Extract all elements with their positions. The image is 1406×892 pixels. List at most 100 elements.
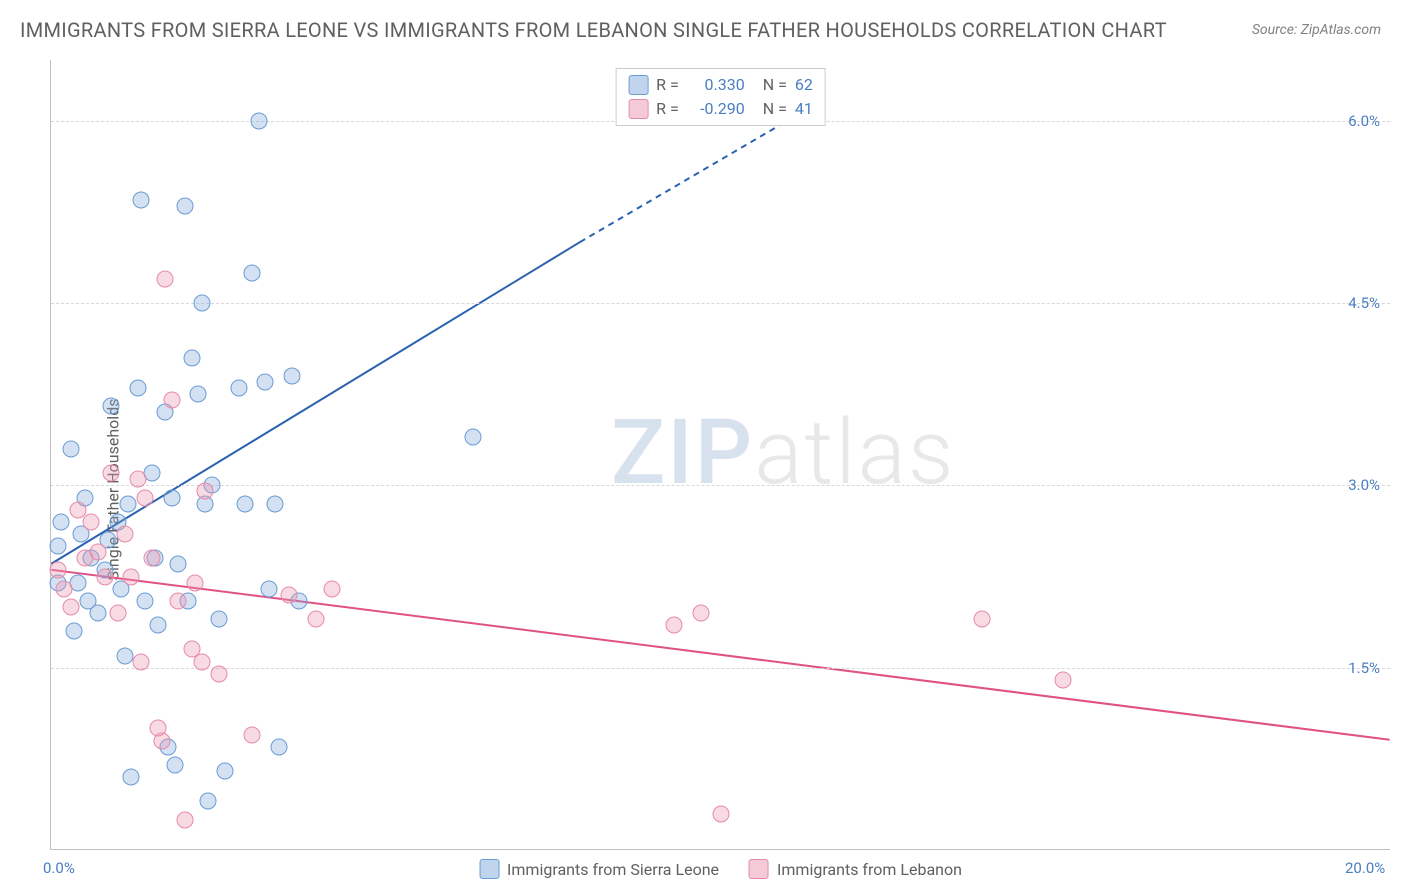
data-point	[153, 732, 170, 749]
data-point	[210, 665, 227, 682]
data-point	[692, 605, 709, 622]
data-point	[63, 440, 80, 457]
n-prefix: N =	[763, 97, 787, 121]
data-point	[197, 483, 214, 500]
series2-label: Immigrants from Lebanon	[777, 860, 962, 879]
data-point	[280, 586, 297, 603]
data-point	[163, 392, 180, 409]
data-point	[89, 544, 106, 561]
series2-swatch-icon	[749, 859, 769, 879]
series1-swatch-icon	[479, 859, 499, 879]
data-point	[120, 495, 137, 512]
data-point	[190, 386, 207, 403]
data-point	[89, 605, 106, 622]
data-point	[177, 197, 194, 214]
data-point	[133, 191, 150, 208]
data-point	[63, 598, 80, 615]
data-point	[49, 538, 66, 555]
chart-container: IMMIGRANTS FROM SIERRA LEONE VS IMMIGRAN…	[0, 0, 1406, 892]
data-point	[237, 495, 254, 512]
data-point	[136, 489, 153, 506]
data-point	[183, 349, 200, 366]
data-point	[217, 763, 234, 780]
r-prefix: R =	[656, 97, 679, 121]
data-point	[56, 580, 73, 597]
data-point	[284, 368, 301, 385]
data-point	[1054, 671, 1071, 688]
xtick-label: 20.0%	[1345, 859, 1385, 877]
data-point	[130, 380, 147, 397]
data-point	[230, 380, 247, 397]
data-point	[166, 756, 183, 773]
correlation-legend: R = 0.330 N = 62 R = -0.290 N = 41	[615, 68, 826, 126]
data-point	[156, 270, 173, 287]
r-prefix: R =	[656, 73, 679, 97]
data-point	[324, 580, 341, 597]
data-point	[244, 264, 261, 281]
data-point	[260, 580, 277, 597]
series1-n-value: 62	[795, 73, 813, 97]
series1-legend-item: Immigrants from Sierra Leone	[479, 859, 719, 879]
correlation-row-1: R = 0.330 N = 62	[628, 73, 813, 97]
data-point	[136, 592, 153, 609]
data-point	[200, 793, 217, 810]
data-point	[123, 568, 140, 585]
chart-title: IMMIGRANTS FROM SIERRA LEONE VS IMMIGRAN…	[20, 18, 1167, 42]
data-point	[49, 562, 66, 579]
ytick-label: 1.5%	[1348, 659, 1380, 677]
series1-r-value: 0.330	[687, 73, 745, 97]
source-attribution: Source: ZipAtlas.com	[1252, 22, 1381, 38]
plot-region: ZIPatlas R = 0.330 N = 62 R = -0.290 N =…	[50, 60, 1390, 850]
series2-legend-item: Immigrants from Lebanon	[749, 859, 962, 879]
data-point	[110, 605, 127, 622]
data-point	[270, 738, 287, 755]
data-point	[257, 374, 274, 391]
data-point	[103, 398, 120, 415]
ytick-label: 4.5%	[1348, 294, 1380, 312]
data-point	[83, 513, 100, 530]
watermark-atlas: atlas	[754, 400, 955, 505]
data-point	[244, 726, 261, 743]
data-point	[307, 611, 324, 628]
n-prefix: N =	[763, 73, 787, 97]
data-point	[193, 653, 210, 670]
data-point	[465, 428, 482, 445]
data-point	[666, 617, 683, 634]
data-point	[116, 647, 133, 664]
data-point	[130, 471, 147, 488]
data-point	[713, 805, 730, 822]
chart-area: Single Father Households ZIPatlas R = 0.…	[50, 60, 1390, 850]
correlation-row-2: R = -0.290 N = 41	[628, 97, 813, 121]
data-point	[193, 295, 210, 312]
ytick-label: 3.0%	[1348, 476, 1380, 494]
data-point	[163, 489, 180, 506]
data-point	[66, 623, 83, 640]
data-point	[177, 811, 194, 828]
series2-n-value: 41	[795, 97, 813, 121]
data-point	[116, 526, 133, 543]
watermark-zip: ZIP	[611, 400, 754, 505]
data-point	[53, 513, 70, 530]
series1-label: Immigrants from Sierra Leone	[507, 860, 719, 879]
data-point	[150, 617, 167, 634]
data-point	[187, 574, 204, 591]
data-point	[143, 550, 160, 567]
data-point	[267, 495, 284, 512]
gridline	[51, 668, 1390, 669]
data-point	[170, 556, 187, 573]
gridline	[51, 303, 1390, 304]
watermark: ZIPatlas	[611, 400, 956, 505]
xtick-label: 0.0%	[43, 859, 75, 877]
data-point	[123, 769, 140, 786]
series2-swatch-icon	[628, 99, 648, 119]
data-point	[250, 112, 267, 129]
series1-swatch-icon	[628, 75, 648, 95]
data-point	[974, 611, 991, 628]
data-point	[103, 465, 120, 482]
gridline	[51, 485, 1390, 486]
data-point	[170, 592, 187, 609]
ytick-label: 6.0%	[1348, 112, 1380, 130]
data-point	[96, 568, 113, 585]
data-point	[133, 653, 150, 670]
data-point	[210, 611, 227, 628]
